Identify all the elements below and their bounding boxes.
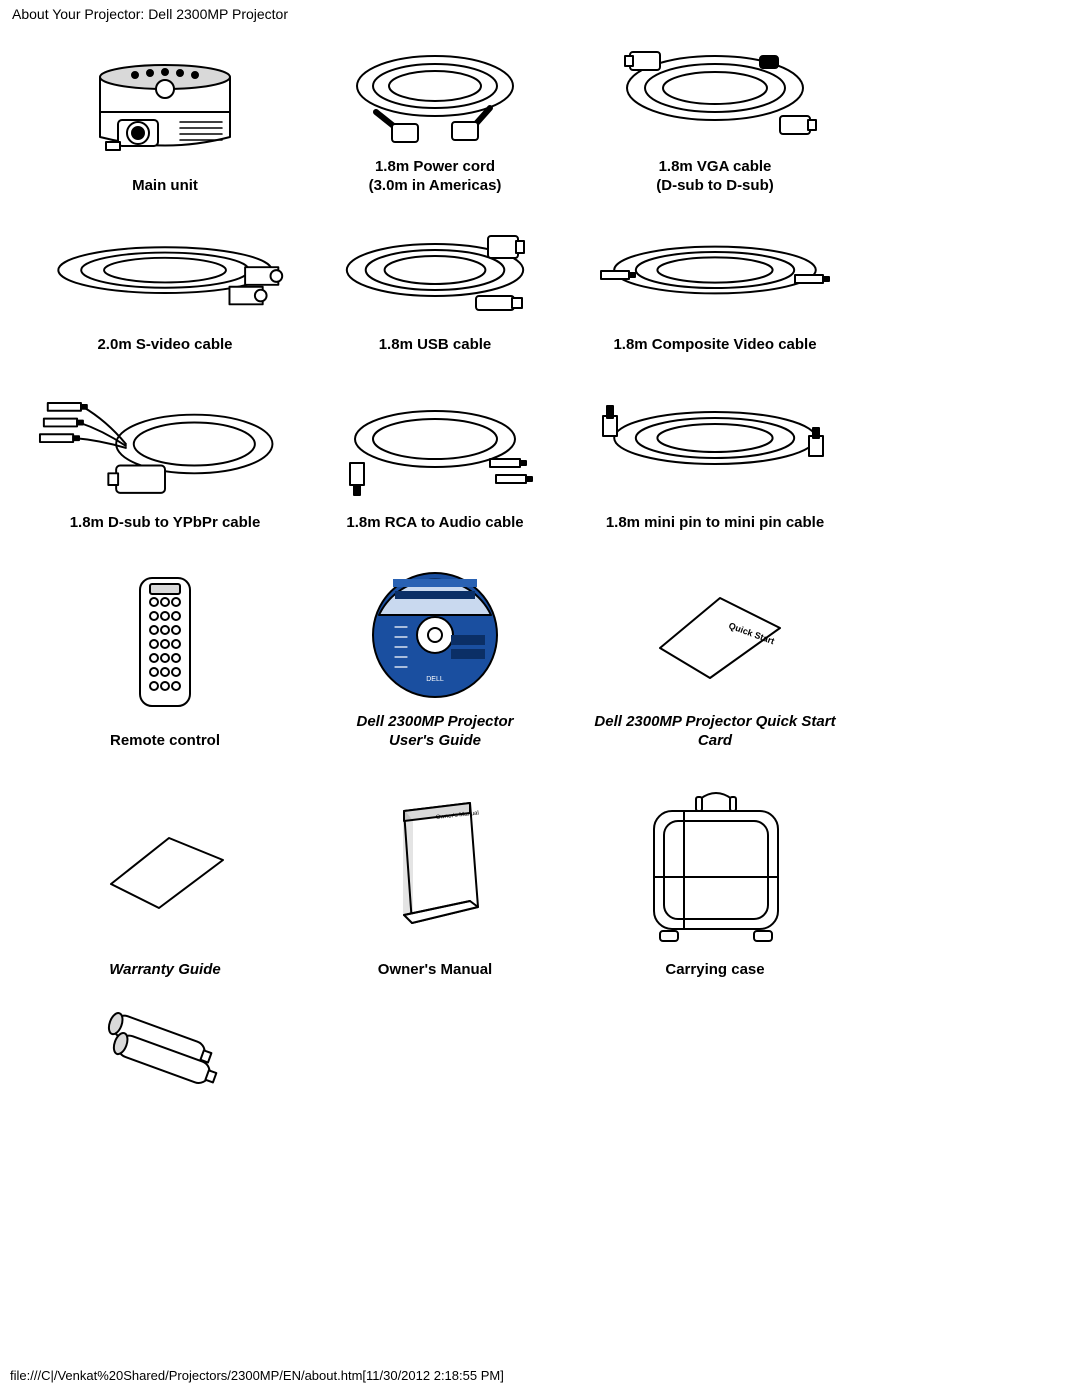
svideo-cable-label: 2.0m S-video cable xyxy=(97,336,232,355)
batteries-cell xyxy=(30,1003,300,1099)
users-guide-label: Dell 2300MP ProjectorUser's Guide xyxy=(356,713,513,751)
svideo-cable-illustration xyxy=(38,226,292,326)
page-title: About Your Projector: Dell 2300MP Projec… xyxy=(12,6,1070,22)
usb-cable-label: 1.8m USB cable xyxy=(379,336,492,355)
owners-manual-label: Owner's Manual xyxy=(378,961,492,980)
rca-cable-cell: 1.8m RCA to Audio cable xyxy=(300,378,570,543)
usb-cable-illustration xyxy=(308,226,562,326)
footer-path: file:///C|/Venkat%20Shared/Projectors/23… xyxy=(10,1368,504,1383)
remote-illustration xyxy=(38,563,292,722)
carrying-case-cell: Carrying case xyxy=(570,775,860,990)
quick-start-card-label: Dell 2300MP Projector Quick StartCard xyxy=(594,713,835,751)
power-cord-illustration xyxy=(308,38,562,148)
ypbpr-cable-illustration xyxy=(38,384,292,504)
empty-cell xyxy=(570,1003,860,1099)
owners-manual-illustration: Owner's Manual xyxy=(308,781,562,951)
carrying-case-label: Carrying case xyxy=(665,961,764,980)
quick-start-card-cell: Quick Start Dell 2300MP Projector Quick S… xyxy=(570,557,860,761)
composite-cable-cell: 1.8m Composite Video cable xyxy=(570,220,860,365)
minipin-cable-cell: 1.8m mini pin to mini pin cable xyxy=(570,378,860,543)
warranty-guide-illustration xyxy=(38,781,292,951)
svideo-cable-cell: 2.0m S-video cable xyxy=(30,220,300,365)
warranty-guide-label: Warranty Guide xyxy=(109,961,220,980)
users-guide-illustration: DELL xyxy=(308,563,562,703)
main-unit-cell: Main unit xyxy=(30,32,300,206)
quick-start-card-illustration: Quick Start xyxy=(578,563,852,703)
users-guide-cell: DELL Dell 2300MP ProjectorUser's Guide xyxy=(300,557,570,761)
power-cord-cell: 1.8m Power cord(3.0m in Americas) xyxy=(300,32,570,206)
contents-grid: Main unit 1.8m Power cord(3.0m in Americ… xyxy=(30,32,1070,1099)
rca-cable-label: 1.8m RCA to Audio cable xyxy=(346,514,523,533)
power-cord-label: 1.8m Power cord(3.0m in Americas) xyxy=(369,158,502,196)
owners-manual-cell: Owner's Manual Owner's Manual xyxy=(300,775,570,990)
main-unit-label: Main unit xyxy=(132,177,198,196)
warranty-guide-cell: Warranty Guide xyxy=(30,775,300,990)
minipin-cable-illustration xyxy=(578,384,852,504)
main-unit-illustration xyxy=(38,38,292,167)
vga-cable-label: 1.8m VGA cable(D-sub to D-sub) xyxy=(656,158,773,196)
batteries-illustration xyxy=(38,1009,292,1089)
remote-cell: Remote control xyxy=(30,557,300,761)
usb-cable-cell: 1.8m USB cable xyxy=(300,220,570,365)
minipin-cable-label: 1.8m mini pin to mini pin cable xyxy=(606,514,824,533)
svg-text:DELL: DELL xyxy=(426,676,444,683)
composite-cable-illustration xyxy=(578,226,852,326)
rca-cable-illustration xyxy=(308,384,562,504)
carrying-case-illustration xyxy=(578,781,852,951)
remote-label: Remote control xyxy=(110,732,220,751)
ypbpr-cable-cell: 1.8m D-sub to YPbPr cable xyxy=(30,378,300,543)
vga-cable-cell: 1.8m VGA cable(D-sub to D-sub) xyxy=(570,32,860,206)
empty-cell xyxy=(300,1003,570,1099)
composite-cable-label: 1.8m Composite Video cable xyxy=(613,336,816,355)
ypbpr-cable-label: 1.8m D-sub to YPbPr cable xyxy=(70,514,261,533)
vga-cable-illustration xyxy=(578,38,852,148)
